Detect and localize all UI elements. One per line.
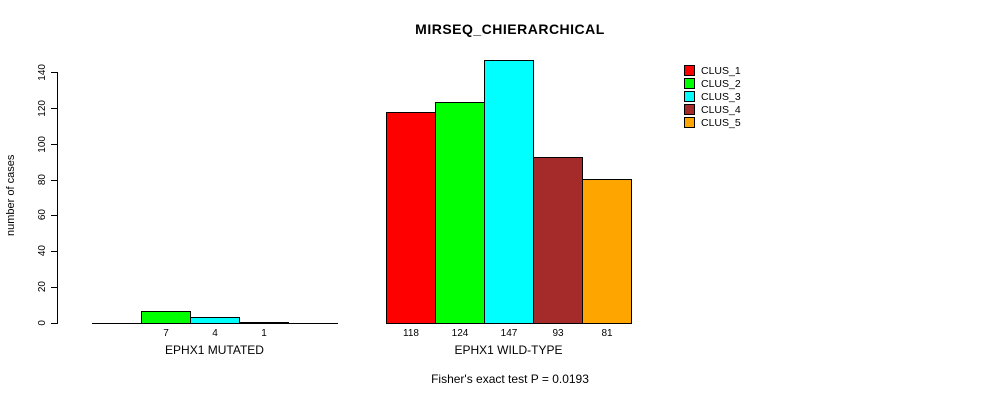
group-label: EPHX1 WILD-TYPE bbox=[454, 343, 563, 357]
group-label: EPHX1 MUTATED bbox=[165, 343, 264, 357]
y-tick bbox=[51, 144, 57, 145]
y-tick bbox=[51, 287, 57, 288]
bar bbox=[386, 112, 436, 324]
y-tick-label-text: 40 bbox=[36, 245, 48, 257]
legend-item: CLUS_3 bbox=[684, 90, 741, 103]
bar bbox=[141, 311, 191, 324]
y-tick-label-text: 120 bbox=[36, 99, 48, 117]
legend-label: CLUS_5 bbox=[701, 116, 741, 129]
bar-value-label: 1 bbox=[261, 328, 267, 339]
y-tick bbox=[51, 108, 57, 109]
bar bbox=[582, 179, 632, 324]
bar-value-label: 93 bbox=[552, 328, 564, 339]
legend-item: CLUS_2 bbox=[684, 77, 741, 90]
bar bbox=[190, 317, 240, 324]
bar bbox=[533, 157, 583, 324]
legend-swatch bbox=[684, 104, 695, 115]
legend-label: CLUS_4 bbox=[701, 103, 741, 116]
legend-item: CLUS_4 bbox=[684, 103, 741, 116]
legend-item: CLUS_1 bbox=[684, 64, 741, 77]
bar-value-label: 118 bbox=[403, 328, 419, 339]
y-tick-label: 140 bbox=[34, 50, 50, 94]
y-tick-label-text: 140 bbox=[36, 63, 48, 81]
bar bbox=[239, 322, 289, 324]
bar-value-label: 81 bbox=[601, 328, 613, 339]
y-tick bbox=[51, 180, 57, 181]
legend-item: CLUS_5 bbox=[684, 116, 741, 129]
y-tick-label-text: 80 bbox=[36, 174, 48, 186]
y-tick bbox=[51, 215, 57, 216]
bar-value-label: 147 bbox=[500, 328, 518, 339]
bar-value-label: 4 bbox=[212, 328, 218, 339]
legend-swatch bbox=[684, 117, 695, 128]
legend-label: CLUS_2 bbox=[701, 77, 741, 90]
legend-swatch bbox=[684, 91, 695, 102]
y-tick-label-text: 0 bbox=[36, 320, 48, 326]
bar bbox=[435, 102, 485, 324]
y-tick bbox=[51, 323, 57, 324]
bar bbox=[484, 60, 534, 324]
y-tick bbox=[51, 72, 57, 73]
annotation-text: Fisher's exact test P = 0.0193 bbox=[431, 372, 589, 386]
y-axis-line bbox=[57, 72, 58, 324]
y-tick-label-text: 20 bbox=[36, 281, 48, 293]
chart-title: MIRSEQ_CHIERARCHICAL bbox=[415, 21, 605, 37]
bar-value-label: 124 bbox=[451, 328, 469, 339]
y-tick bbox=[51, 251, 57, 252]
legend-swatch bbox=[684, 65, 695, 76]
y-tick-label-text: 60 bbox=[36, 209, 48, 221]
legend-swatch bbox=[684, 78, 695, 89]
bar-value-label: 7 bbox=[163, 328, 169, 339]
legend-label: CLUS_3 bbox=[701, 90, 741, 103]
legend: CLUS_1 CLUS_2 CLUS_3 CLUS_4 CLUS_5 bbox=[684, 64, 741, 129]
legend-label: CLUS_1 bbox=[701, 64, 741, 77]
y-tick-label-text: 100 bbox=[36, 135, 48, 153]
